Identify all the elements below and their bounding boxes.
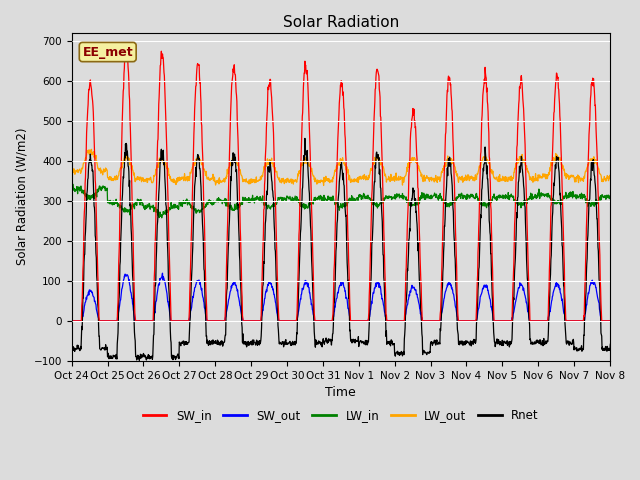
- LW_out: [158, 156, 166, 162]
- Rnet: [495, 337, 502, 343]
- SW_out: [159, 270, 166, 276]
- LW_in: [158, 215, 166, 221]
- SW_out: [344, 305, 352, 311]
- Y-axis label: Solar Radiation (W/m2): Solar Radiation (W/m2): [15, 128, 28, 265]
- SW_out: [494, 318, 502, 324]
- LW_in: [495, 194, 502, 200]
- LW_out: [88, 146, 95, 152]
- SW_out: [157, 275, 165, 280]
- SW_in: [634, 318, 640, 324]
- X-axis label: Time: Time: [325, 386, 356, 399]
- LW_out: [320, 182, 328, 188]
- LW_out: [333, 162, 341, 168]
- SW_in: [68, 318, 76, 324]
- Rnet: [158, 157, 166, 163]
- LW_in: [158, 213, 166, 218]
- Legend: SW_in, SW_out, LW_in, LW_out, Rnet: SW_in, SW_out, LW_in, LW_out, Rnet: [138, 405, 543, 427]
- LW_in: [333, 200, 341, 206]
- SW_out: [68, 318, 76, 324]
- LW_out: [344, 172, 352, 178]
- LW_out: [579, 176, 586, 182]
- LW_in: [635, 189, 640, 195]
- SW_in: [333, 165, 341, 170]
- SW_in: [123, 44, 131, 49]
- LW_in: [344, 197, 352, 203]
- Text: EE_met: EE_met: [83, 46, 133, 59]
- LW_in: [68, 185, 76, 191]
- SW_in: [579, 318, 586, 324]
- Rnet: [333, 217, 341, 223]
- SW_in: [158, 55, 166, 60]
- LW_out: [635, 176, 640, 182]
- Line: LW_in: LW_in: [72, 184, 640, 218]
- LW_out: [495, 173, 502, 179]
- Line: LW_out: LW_out: [72, 149, 640, 185]
- Rnet: [301, 135, 308, 141]
- Rnet: [136, 358, 143, 363]
- Rnet: [579, 346, 586, 351]
- SW_in: [494, 318, 502, 324]
- Title: Solar Radiation: Solar Radiation: [283, 15, 399, 30]
- Line: SW_in: SW_in: [72, 47, 640, 321]
- Rnet: [635, 346, 640, 351]
- Rnet: [68, 346, 76, 351]
- SW_out: [333, 295, 341, 301]
- SW_out: [634, 318, 640, 324]
- Line: SW_out: SW_out: [72, 273, 640, 321]
- SW_in: [344, 234, 352, 240]
- LW_out: [68, 169, 76, 175]
- Line: Rnet: Rnet: [72, 138, 640, 360]
- LW_in: [579, 192, 586, 198]
- SW_out: [579, 318, 586, 324]
- Rnet: [344, 277, 352, 283]
- LW_in: [69, 181, 77, 187]
